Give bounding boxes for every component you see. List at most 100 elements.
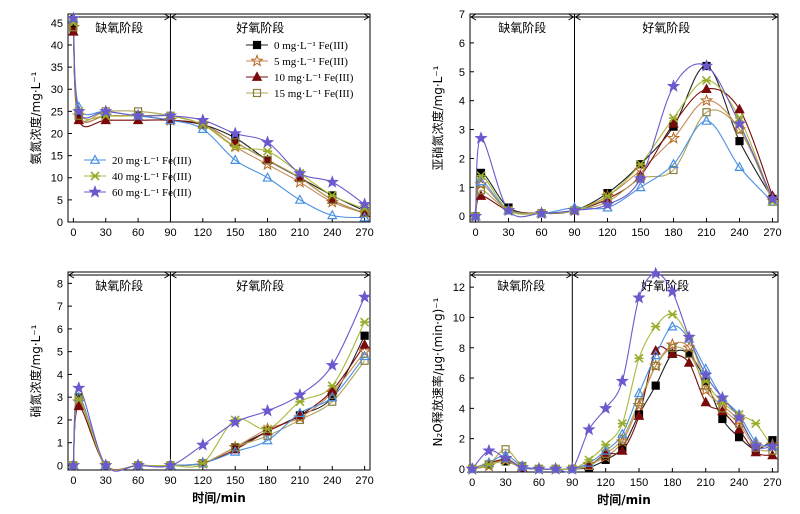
anoxic-arrow (68, 271, 171, 279)
y-tick-label: 8 (57, 278, 63, 290)
y-tick-label: 5 (57, 347, 63, 359)
x-tick-label: 120 (194, 227, 212, 239)
anoxic-arrow (470, 13, 575, 21)
x-tick-label: 240 (730, 227, 748, 239)
data-point (632, 290, 646, 304)
data-point (634, 353, 644, 363)
y-tick-label: 5 (57, 195, 63, 207)
nitrate-panel: 缺氧阶段 好氧阶段 0 30 60 90 120 150 180 210 240 270 0 1 2 3 4 5 6… (28, 271, 374, 505)
data-point (699, 368, 713, 381)
x-tick-label: 150 (226, 227, 244, 239)
aerobic-arrow (170, 13, 370, 21)
x-axis-label: 时间/min (192, 490, 246, 505)
data-point (73, 400, 84, 411)
y-tick-label: 10 (51, 173, 63, 185)
data-point (260, 403, 275, 417)
x-tick-label: 30 (502, 227, 514, 239)
data-point (600, 445, 611, 455)
data-point (651, 321, 661, 332)
x-tick-label: 30 (100, 475, 112, 487)
data-point (665, 284, 679, 298)
data-point (229, 446, 241, 456)
x-tick-label: 60 (132, 475, 144, 487)
phase-label-anoxic: 缺氧阶段 (95, 20, 143, 35)
data-point (252, 40, 262, 50)
data-point (667, 309, 677, 319)
plot-frame (469, 271, 779, 473)
data-point (701, 75, 712, 86)
anoxic-arrow (470, 271, 573, 279)
x-tick-label: 210 (697, 227, 715, 239)
data-point (635, 181, 646, 192)
y-tick-label: 3 (459, 125, 465, 137)
legend-label: 5 mg·L⁻¹ Fe(III) (274, 56, 348, 68)
data-point (683, 357, 695, 367)
data-point (701, 115, 712, 125)
x-tick-label: 210 (291, 475, 309, 487)
data-point (666, 131, 681, 144)
legend-label: 40 mg·L⁻¹ Fe(III) (112, 171, 192, 183)
data-point (358, 197, 372, 210)
data-point (501, 203, 516, 217)
data-point (734, 433, 744, 442)
data-point (88, 185, 102, 198)
legend: 0 mg·L⁻¹ Fe(III) 5 mg·L⁻¹ Fe(III) 10 mg·L⁻… (84, 34, 368, 199)
data-point (700, 396, 711, 407)
data-point (327, 190, 337, 201)
data-point (229, 154, 241, 164)
y-axis-label: 氨氮浓度/mg·L⁻¹ (28, 71, 43, 164)
y-tick-label: 7 (459, 9, 465, 21)
y-axis-label: 亚硝氮浓度/mg·L⁻¹ (430, 65, 445, 170)
y-tick-label: 4 (57, 369, 63, 381)
data-point (263, 431, 272, 440)
data-point (666, 79, 681, 92)
series-line (474, 109, 774, 217)
aerobic-arrow (170, 271, 370, 279)
x-tick-label: 180 (258, 227, 276, 239)
data-point (196, 113, 210, 126)
data-point (74, 394, 84, 405)
data-point (474, 131, 488, 144)
aerobic-arrow (572, 271, 778, 279)
data-point (293, 166, 307, 179)
x-tick-label: 270 (355, 227, 373, 239)
data-point (325, 358, 339, 371)
data-point (649, 266, 663, 280)
y-tick-label: 40 (51, 40, 63, 52)
x-tick-label: 240 (323, 475, 341, 487)
data-point (749, 439, 763, 452)
data-point (360, 331, 369, 340)
plot-frame (67, 271, 371, 471)
data-point (733, 423, 745, 434)
data-point (617, 428, 628, 439)
data-point (475, 175, 487, 186)
data-point (633, 171, 648, 185)
x-tick-label: 150 (631, 227, 649, 239)
phase-label-anoxic: 缺氧阶段 (95, 278, 143, 293)
data-point (131, 108, 145, 122)
data-point (66, 458, 80, 472)
data-point (327, 391, 338, 402)
x-tick-label: 210 (291, 227, 309, 239)
data-point (484, 459, 494, 469)
x-tick-label: 90 (568, 227, 580, 239)
phase-label-aerobic: 好氧阶段 (642, 20, 690, 35)
data-point (359, 350, 370, 361)
y-tick-label: 35 (51, 62, 63, 74)
data-point (615, 374, 629, 387)
data-point (651, 381, 660, 390)
x-tick-label: 210 (697, 477, 715, 489)
data-point (325, 175, 339, 188)
data-point (163, 458, 178, 472)
data-point (100, 114, 111, 125)
data-point (549, 462, 563, 475)
y-tick-label: 4 (459, 96, 465, 108)
data-point (668, 158, 679, 169)
data-point (633, 410, 645, 420)
y-tick-label: 2 (459, 153, 465, 165)
data-point (89, 154, 101, 164)
data-point (718, 414, 727, 424)
y-tick-label: 6 (459, 373, 465, 385)
data-point (582, 422, 596, 436)
data-point (668, 118, 679, 128)
